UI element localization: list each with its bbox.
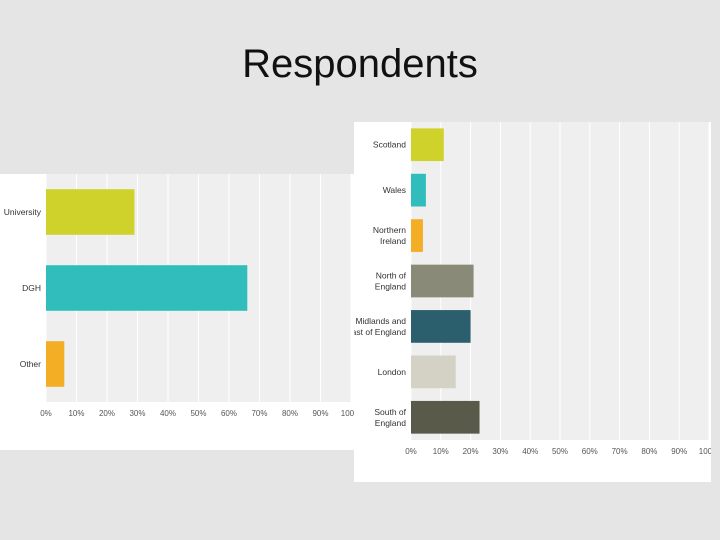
x-tick-label: 0%: [40, 409, 52, 418]
x-tick-label: 90%: [312, 409, 328, 418]
category-label-line: London: [378, 367, 407, 377]
category-label-line: Midlands and: [355, 316, 406, 326]
category-label-line: England: [375, 282, 406, 292]
category-label: DGH: [22, 283, 41, 293]
x-tick-label: 30%: [129, 409, 145, 418]
category-label: University: [4, 207, 42, 217]
category-label: Wales: [383, 185, 406, 195]
x-tick-label: 40%: [522, 447, 538, 456]
x-tick-label: 50%: [190, 409, 206, 418]
category-label-line: Wales: [383, 185, 406, 195]
category-label-line: Scotland: [373, 140, 406, 150]
category-label-line: East of England: [354, 327, 406, 337]
bar: [46, 341, 65, 387]
region-chart-svg: 0% 10% 20% 30% 40% 50% 60% 70% 80% 90% 100% Scotlan…: [354, 122, 711, 456]
x-tick-label: 80%: [641, 447, 657, 456]
x-tick-label: 20%: [99, 409, 115, 418]
x-tick-label: 80%: [282, 409, 298, 418]
bar: [46, 265, 248, 311]
category-label: North of England: [375, 271, 407, 292]
category-label-line: North of: [376, 271, 407, 281]
x-tick-label: 40%: [160, 409, 176, 418]
category-label-line: University: [4, 207, 42, 217]
x-tick-label: 20%: [463, 447, 479, 456]
x-tick-label: 70%: [251, 409, 267, 418]
bar: [411, 400, 480, 434]
bar: [411, 219, 423, 252]
x-tick-label: 0%: [405, 447, 417, 456]
x-tick-label: 60%: [582, 447, 598, 456]
bar: [411, 264, 474, 298]
x-tick-label: 10%: [433, 447, 449, 456]
category-label-line: Other: [20, 359, 41, 369]
category-label: Other: [20, 359, 41, 369]
category-label: Scotland: [373, 140, 406, 150]
category-label-line: England: [375, 418, 406, 428]
category-label-line: Ireland: [380, 236, 406, 246]
category-label: London: [378, 367, 407, 377]
x-tick-label: 100%: [341, 409, 355, 418]
category-label: Midlands andEast of England: [354, 316, 406, 337]
institution-type-chart-svg: 0% 10% 20% 30% 40% 50% 60% 70% 80% 90% 100% Univers…: [4, 174, 355, 418]
category-label-line: DGH: [22, 283, 41, 293]
x-tick-label: 60%: [221, 409, 237, 418]
category-label-line: Northern: [373, 225, 406, 235]
x-tick-label: 30%: [492, 447, 508, 456]
bar: [411, 310, 471, 343]
x-tick-label: 50%: [552, 447, 568, 456]
bar: [411, 128, 444, 162]
institution-type-chart: 0% 10% 20% 30% 40% 50% 60% 70% 80% 90% 100% Univers…: [0, 174, 355, 450]
category-label: Northern Ireland: [373, 225, 406, 246]
x-tick-label: 10%: [68, 409, 84, 418]
x-tick-label: 70%: [612, 447, 628, 456]
x-tick-label: 100%: [699, 447, 711, 456]
bar: [46, 189, 135, 235]
region-chart: 0% 10% 20% 30% 40% 50% 60% 70% 80% 90% 100% Scotlan…: [354, 122, 711, 482]
category-label: South of England: [374, 407, 406, 428]
bar: [411, 173, 426, 207]
bar: [411, 355, 456, 389]
slide-title: Respondents: [242, 42, 478, 86]
category-label-line: South of: [374, 407, 406, 417]
x-tick-label: 90%: [671, 447, 687, 456]
